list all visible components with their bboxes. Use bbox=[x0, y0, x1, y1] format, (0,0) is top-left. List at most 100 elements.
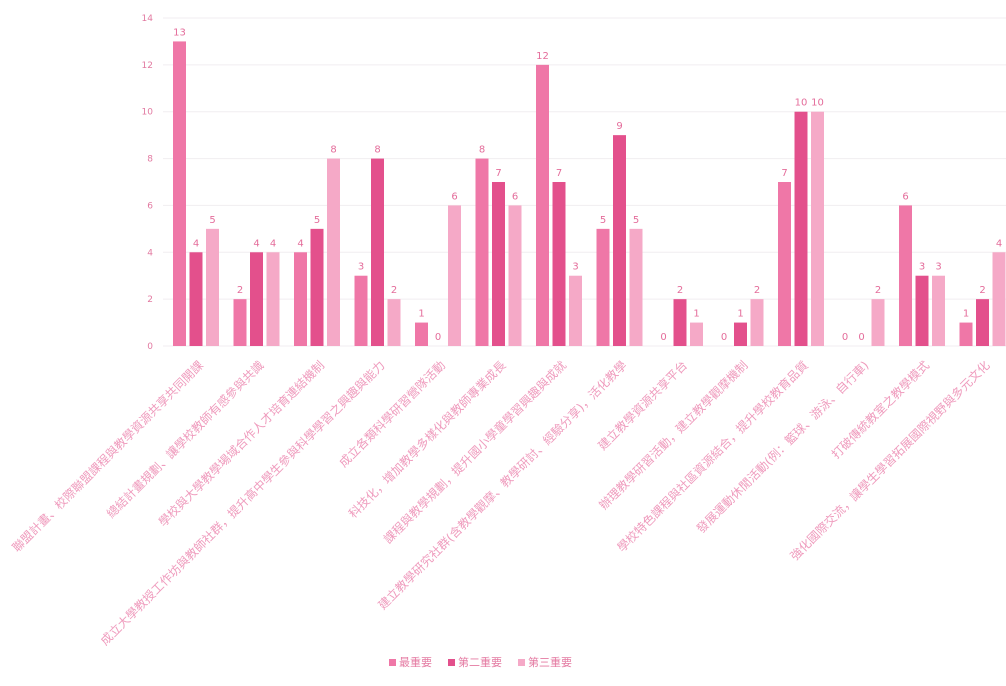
y-tick-label: 14 bbox=[142, 14, 154, 24]
data-label: 5 bbox=[600, 215, 606, 226]
data-label: 1 bbox=[418, 309, 424, 320]
bar bbox=[492, 182, 505, 346]
data-label: 0 bbox=[842, 332, 848, 343]
bar bbox=[536, 64, 549, 346]
bar bbox=[871, 299, 885, 346]
bar bbox=[613, 135, 626, 346]
bar bbox=[448, 205, 461, 346]
data-label: 3 bbox=[919, 262, 925, 273]
bar bbox=[189, 252, 203, 346]
legend-swatch bbox=[448, 658, 455, 666]
data-label: 1 bbox=[693, 309, 699, 320]
bar bbox=[976, 299, 989, 346]
data-label: 4 bbox=[270, 238, 276, 249]
data-label: 8 bbox=[330, 145, 336, 156]
data-label: 1 bbox=[963, 309, 969, 320]
data-label: 3 bbox=[358, 262, 364, 273]
gridlines bbox=[163, 17, 1006, 347]
data-label: 8 bbox=[374, 145, 380, 156]
data-label: 2 bbox=[979, 285, 985, 296]
data-label: 5 bbox=[633, 215, 639, 226]
bar bbox=[327, 158, 340, 346]
data-label: 7 bbox=[556, 168, 562, 179]
y-tick-label: 4 bbox=[147, 248, 153, 258]
bar bbox=[233, 299, 247, 346]
data-label: 2 bbox=[677, 285, 683, 296]
legend-swatch bbox=[389, 658, 396, 666]
legend: 最重要 第二重要 第三重要 bbox=[389, 654, 572, 670]
data-label: 13 bbox=[173, 27, 186, 38]
data-label: 2 bbox=[875, 285, 881, 296]
bar bbox=[569, 275, 582, 346]
y-tick-label: 12 bbox=[142, 61, 153, 71]
bar bbox=[959, 322, 973, 346]
x-axis-category-labels: 聯盟計畫、校際聯盟課程與教學資源共享共同開課總結計畫規劃、讓學校教師有感參與共識… bbox=[9, 358, 993, 649]
data-label: 0 bbox=[721, 332, 727, 343]
data-label: 10 bbox=[811, 98, 824, 109]
data-label: 10 bbox=[795, 98, 808, 109]
bar bbox=[508, 205, 522, 346]
bar bbox=[206, 228, 219, 346]
bar bbox=[794, 111, 808, 346]
y-tick-label: 8 bbox=[147, 155, 153, 165]
x-tick-label: 成立各類科學研習營隊活動 bbox=[336, 358, 448, 470]
legend-swatch bbox=[518, 658, 525, 666]
data-label: 5 bbox=[209, 215, 215, 226]
legend-label: 最重要 bbox=[399, 656, 432, 669]
data-label: 2 bbox=[754, 285, 760, 296]
data-label: 9 bbox=[616, 121, 622, 132]
legend-label: 第三重要 bbox=[528, 656, 572, 669]
y-tick-label: 2 bbox=[147, 295, 153, 305]
y-tick-label: 6 bbox=[147, 201, 153, 211]
bar bbox=[811, 111, 824, 346]
bar bbox=[294, 252, 307, 346]
y-tick-label: 10 bbox=[142, 108, 154, 118]
data-label: 4 bbox=[297, 238, 303, 249]
data-label: 7 bbox=[495, 168, 501, 179]
data-label: 4 bbox=[253, 238, 259, 249]
x-tick-label: 強化國際交流，讓學生學習拓展國際視野與多元文化 bbox=[787, 358, 993, 564]
data-label: 12 bbox=[536, 51, 549, 62]
legend-item-series-3: 第三重要 bbox=[518, 654, 572, 670]
bar bbox=[387, 299, 401, 346]
data-label: 3 bbox=[572, 262, 578, 273]
bar bbox=[629, 228, 643, 346]
bar bbox=[596, 228, 610, 346]
legend-label: 第二重要 bbox=[458, 656, 502, 669]
data-label: 1 bbox=[737, 309, 743, 320]
data-label: 6 bbox=[451, 191, 457, 202]
bar bbox=[354, 275, 368, 346]
bar bbox=[899, 205, 912, 346]
bar bbox=[173, 41, 186, 347]
data-label: 5 bbox=[314, 215, 320, 226]
data-label: 8 bbox=[479, 145, 485, 156]
data-label: 0 bbox=[435, 332, 441, 343]
bar bbox=[750, 299, 764, 346]
legend-item-series-1: 最重要 bbox=[389, 654, 432, 670]
y-tick-label: 0 bbox=[147, 342, 153, 352]
data-label: 0 bbox=[858, 332, 864, 343]
x-tick-label: 成立大學教授工作坊與教師社群，提升高中學生參與科學學習之興趣與能力 bbox=[97, 358, 388, 649]
bar bbox=[475, 158, 489, 346]
bar bbox=[250, 252, 263, 346]
data-label: 2 bbox=[237, 285, 243, 296]
bar bbox=[673, 299, 687, 346]
bar bbox=[371, 158, 384, 346]
data-label: 0 bbox=[660, 332, 666, 343]
bar bbox=[932, 275, 945, 346]
bar bbox=[915, 275, 929, 346]
data-label: 2 bbox=[391, 285, 397, 296]
bar bbox=[778, 182, 791, 346]
bar bbox=[690, 322, 703, 346]
bar bbox=[552, 182, 566, 346]
data-label: 6 bbox=[512, 191, 518, 202]
data-label: 3 bbox=[935, 262, 941, 273]
bar bbox=[992, 252, 1006, 346]
bar bbox=[734, 322, 747, 346]
x-tick-label: 打破傳統教室之教學模式 bbox=[828, 358, 932, 462]
bars bbox=[173, 41, 1006, 347]
y-axis-ticks: 0 2 4 6 8 10 12 14 bbox=[142, 14, 154, 352]
bar bbox=[310, 228, 324, 346]
